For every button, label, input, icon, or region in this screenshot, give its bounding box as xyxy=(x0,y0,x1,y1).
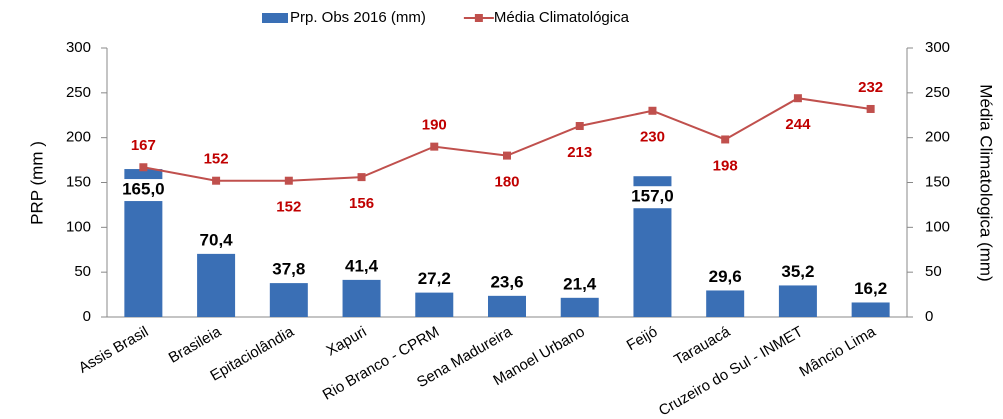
y2-tick-label: 150 xyxy=(925,173,950,190)
line-label: 232 xyxy=(858,79,883,96)
value-label: 157,0 xyxy=(631,187,674,206)
line-marker xyxy=(430,142,439,151)
line-marker xyxy=(793,94,802,103)
bar xyxy=(342,279,381,317)
x-tick-label: Rio Branco - CPRM xyxy=(320,323,443,404)
line-label: 244 xyxy=(785,116,811,133)
value-label: 41,4 xyxy=(345,256,379,275)
x-tick-label: Epitaciolândia xyxy=(207,323,297,385)
value-label: 29,6 xyxy=(709,267,742,286)
value-label: 37,8 xyxy=(272,260,305,279)
legend-label: Média Climatológica xyxy=(494,9,630,26)
line-marker xyxy=(284,176,293,185)
y2-tick-label: 100 xyxy=(925,218,950,235)
x-tick-label: Xapuri xyxy=(323,323,369,359)
x-tick-label: Assis Brasil xyxy=(76,323,152,376)
value-label: 165,0 xyxy=(122,180,165,199)
line-label: 230 xyxy=(640,129,665,146)
legend-label: Prp. Obs 2016 (mm) xyxy=(290,9,426,26)
y-axis-label: PRP (mm ) xyxy=(27,141,46,225)
line-marker xyxy=(866,104,875,113)
line xyxy=(143,97,871,182)
bar xyxy=(269,283,308,317)
y2-tick-label: 300 xyxy=(925,39,950,56)
y2-tick-label: 250 xyxy=(925,84,950,101)
legend-swatch xyxy=(474,14,483,22)
y-tick-label: 50 xyxy=(74,263,91,280)
y2-tick-label: 50 xyxy=(925,263,942,280)
x-tick-label: Feijó xyxy=(624,323,661,354)
value-label-bg xyxy=(622,186,683,209)
line-label: 156 xyxy=(349,195,374,212)
value-label: 21,4 xyxy=(563,274,597,293)
line-label: 167 xyxy=(131,137,156,154)
y-tick-label: 100 xyxy=(66,218,91,235)
line-marker xyxy=(139,163,148,172)
bar xyxy=(415,292,454,317)
line-marker xyxy=(357,173,366,182)
x-tick-label: Tarauacá xyxy=(671,323,734,369)
line-label: 213 xyxy=(567,144,592,161)
value-label: 23,6 xyxy=(490,272,523,291)
line-marker xyxy=(503,151,511,160)
x-tick-label: Mâncio Lima xyxy=(796,323,879,381)
y-tick-label: 0 xyxy=(83,308,91,325)
y2-tick-label: 200 xyxy=(925,129,950,146)
value-label: 16,2 xyxy=(854,279,887,298)
line-marker xyxy=(721,135,730,144)
value-label-bg xyxy=(113,179,174,202)
line-marker xyxy=(575,122,584,131)
bar xyxy=(851,302,890,317)
line-label: 190 xyxy=(422,117,447,134)
y-tick-label: 200 xyxy=(66,129,91,146)
line-marker xyxy=(648,106,657,115)
x-tick-label: Brasileia xyxy=(166,323,225,367)
legend-swatch xyxy=(262,13,288,23)
line-marker xyxy=(212,176,221,185)
line-label: 180 xyxy=(494,174,519,191)
value-label: 35,2 xyxy=(781,262,814,281)
value-label: 27,2 xyxy=(418,269,451,288)
bar xyxy=(197,253,236,317)
bar xyxy=(560,297,599,317)
line-label: 198 xyxy=(713,157,738,174)
y2-axis-label: Média Climatologica (mm) xyxy=(977,84,996,281)
y2-tick-label: 0 xyxy=(925,308,933,325)
value-label: 70,4 xyxy=(200,230,234,249)
y-tick-label: 150 xyxy=(66,173,91,190)
y-tick-label: 300 xyxy=(66,39,91,56)
bar xyxy=(488,295,526,317)
line-label: 152 xyxy=(204,151,229,168)
line-label: 152 xyxy=(276,199,301,216)
bar xyxy=(706,290,745,317)
y-tick-label: 250 xyxy=(66,84,91,101)
bar xyxy=(778,285,817,317)
